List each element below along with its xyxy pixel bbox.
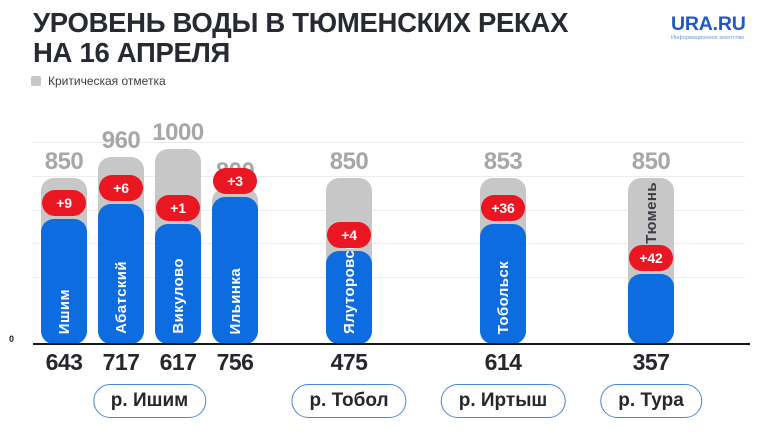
water-level-bar	[326, 251, 372, 344]
level-value-label: 717	[102, 349, 140, 375]
station-name-label: Тобольск	[480, 224, 526, 344]
water-level-bar	[41, 218, 87, 344]
station-name-text: Тобольск	[494, 260, 512, 334]
critical-value-label: 1000	[152, 119, 204, 146]
delta-badge: +36	[481, 195, 525, 222]
gridline-4	[33, 276, 745, 278]
station-name-label: Ялуторовск	[326, 242, 372, 344]
station-name-text: Ялуторовск	[340, 242, 358, 334]
station-name-label: Ишим	[41, 219, 87, 344]
river-group-pill: р. Тура	[600, 384, 702, 418]
legend-critical-swatch	[31, 76, 41, 86]
station-name-label: Викулово	[155, 224, 201, 344]
water-level-bar	[98, 204, 144, 344]
level-value-label: 756	[216, 349, 254, 375]
critical-value-label: 960	[101, 126, 141, 154]
logo-subtext: Информационное агентство	[671, 35, 745, 41]
river-group-pill: р. Тобол	[291, 384, 407, 418]
station-name-text: Ишим	[55, 288, 73, 334]
gridline-1	[33, 176, 745, 177]
gridline-2	[33, 209, 745, 211]
delta-badge: +4	[327, 222, 371, 249]
river-group-pill: р. Иртыш	[440, 384, 566, 418]
delta-badge: +6	[99, 175, 143, 202]
ura-ru-logo: URA.RU Информационное агентство	[671, 13, 747, 41]
delta-badge: +9	[42, 189, 86, 216]
station-name-label: Абатский	[98, 204, 144, 344]
river-group-pill: р. Ишим	[92, 384, 207, 418]
critical-value-label: 850	[329, 148, 369, 176]
x-axis-line	[33, 343, 750, 345]
page-title: УРОВЕНЬ ВОДЫ В ТЮМЕНСКИХ РЕКАХ НА 16 АПР…	[33, 8, 568, 68]
station-name-label: Ильинка	[212, 197, 258, 344]
level-value-label: 643	[45, 349, 83, 375]
level-value-label: 617	[159, 349, 197, 375]
water-level-bar	[155, 223, 201, 344]
station-name-text: Ильинка	[226, 267, 244, 334]
station-name-label: Тюмень	[628, 181, 674, 244]
legend-critical-label: Критическая отметка	[48, 74, 166, 88]
water-level-bar	[480, 224, 526, 344]
axis-zero-label: 0	[9, 334, 15, 344]
critical-value-label: 850	[44, 148, 84, 176]
critical-value-label: 850	[631, 148, 671, 176]
critical-value-label: 853	[483, 147, 523, 175]
station-name-text: Абатский	[112, 261, 130, 334]
gridline-3	[33, 243, 745, 244]
water-level-bar	[628, 274, 674, 344]
gridline-0	[33, 142, 745, 143]
page-title-line1: УРОВЕНЬ ВОДЫ В ТЮМЕНСКИХ РЕКАХ	[33, 7, 569, 38]
level-value-label: 357	[632, 349, 670, 375]
legend: Критическая отметка	[31, 74, 166, 88]
level-value-label: 614	[484, 349, 522, 375]
delta-badge: +3	[213, 167, 257, 194]
delta-badge: +42	[629, 245, 673, 272]
station-name-text: Тюмень	[642, 181, 660, 244]
delta-badge: +1	[156, 194, 200, 221]
level-value-label: 475	[330, 349, 368, 375]
water-level-bar	[212, 196, 258, 344]
station-name-text: Викулово	[169, 258, 187, 334]
page-title-line2: НА 16 АПРЕЛЯ	[33, 37, 230, 68]
logo-text: URA.RU	[671, 13, 746, 35]
